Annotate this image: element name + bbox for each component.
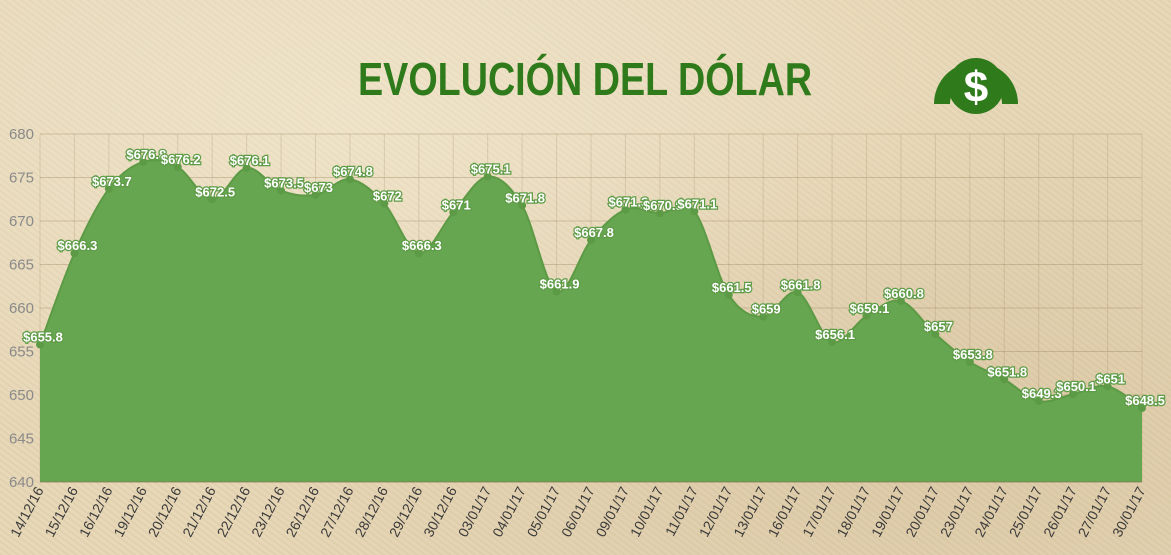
y-tick-label: 675 — [9, 170, 34, 187]
data-label: $661.8 — [781, 277, 821, 292]
data-point — [345, 175, 354, 184]
data-label: $651 — [1096, 371, 1125, 386]
data-label: $670.9 — [643, 198, 683, 213]
data-label: $667.8 — [574, 225, 614, 240]
data-label: $659.1 — [850, 301, 890, 316]
data-point — [242, 163, 251, 172]
y-tick-label: 670 — [9, 213, 34, 230]
data-label: $666.3 — [58, 238, 98, 253]
data-point — [862, 311, 871, 320]
data-label: $650.1 — [1056, 379, 1096, 394]
data-label: $653.8 — [953, 347, 993, 362]
data-point — [139, 157, 148, 166]
data-label: $673 — [304, 180, 333, 195]
data-label: $651.8 — [987, 364, 1027, 379]
data-point — [414, 249, 423, 258]
y-tick-label: 645 — [9, 431, 34, 448]
data-label: $674.8 — [333, 164, 373, 179]
y-tick-label: 660 — [9, 300, 34, 317]
data-points — [36, 157, 1146, 413]
data-label: $672 — [373, 189, 402, 204]
data-point — [449, 208, 458, 217]
data-point — [518, 201, 527, 210]
data-label: $666.3 — [402, 238, 442, 253]
data-label: $673.7 — [92, 174, 132, 189]
data-point — [277, 186, 286, 195]
data-point — [173, 163, 182, 172]
data-label: $671 — [442, 197, 471, 212]
data-point — [70, 249, 79, 258]
y-tick-label: 665 — [9, 257, 34, 274]
data-point — [483, 172, 492, 181]
y-tick-label: 640 — [9, 474, 34, 491]
y-axis: 640 645 650 655 660 665 670 675 680 — [9, 126, 34, 491]
area-fill — [40, 160, 1142, 482]
data-labels: $655.8 $666.3 $673.7 $676.8$676.2 $672.5 $676… — [22, 146, 1166, 410]
data-label: $673.5 — [264, 176, 304, 191]
x-axis: 14/12/1615/12/1616/12/1619/12/1620/12/16… — [7, 481, 1149, 540]
data-point — [965, 357, 974, 366]
data-label: $660.8 — [884, 286, 924, 301]
data-point — [1069, 390, 1078, 399]
data-point — [1138, 404, 1146, 413]
data-label: $671.8 — [505, 190, 545, 205]
data-label: $655.8 — [23, 330, 63, 345]
logo-glyph: $ — [964, 63, 988, 112]
data-point — [1103, 382, 1112, 391]
data-label: $648.5 — [1125, 393, 1165, 408]
x-tick-label: 30/01/17 — [1109, 484, 1149, 540]
data-label: $656.1 — [815, 327, 855, 342]
data-point — [793, 288, 802, 297]
data-label: $672.5 — [195, 184, 235, 199]
data-point — [828, 337, 837, 346]
data-label: $657 — [924, 319, 953, 334]
data-point — [621, 205, 630, 214]
data-point — [104, 184, 113, 193]
dollar-icon: $ — [934, 58, 1018, 114]
data-point — [724, 290, 733, 299]
data-label: $661.9 — [540, 276, 580, 291]
data-label: $659 — [752, 302, 781, 317]
data-label: $676.8 — [126, 147, 166, 162]
data-label: $661.5 — [712, 280, 752, 295]
data-point — [587, 236, 595, 245]
area-series — [39, 159, 1143, 482]
data-point — [1000, 375, 1009, 384]
data-point — [655, 209, 664, 218]
data-label: $676.1 — [230, 153, 270, 168]
y-tick-label: 680 — [9, 126, 34, 143]
data-point — [759, 312, 768, 321]
data-label: $671.3 — [609, 195, 649, 210]
data-point — [380, 199, 389, 208]
data-point — [208, 195, 217, 204]
x-tick-label: 11/01/17 — [662, 484, 701, 539]
data-point — [931, 330, 940, 339]
y-tick-label: 655 — [9, 344, 34, 361]
y-tick-label: 650 — [9, 387, 34, 404]
data-label: $676.2 — [161, 152, 201, 167]
series-line — [39, 159, 1143, 409]
data-point — [311, 190, 320, 199]
chart-title: EVOLUCIÓN DEL DÓLAR — [358, 53, 813, 105]
data-label: $675.1 — [471, 162, 511, 177]
data-point — [896, 297, 905, 306]
data-point — [552, 287, 561, 296]
data-label: $649.3 — [1022, 386, 1062, 401]
data-point — [36, 340, 44, 349]
data-point — [1034, 397, 1043, 406]
data-label: $671.1 — [677, 196, 717, 211]
data-point — [690, 207, 699, 216]
